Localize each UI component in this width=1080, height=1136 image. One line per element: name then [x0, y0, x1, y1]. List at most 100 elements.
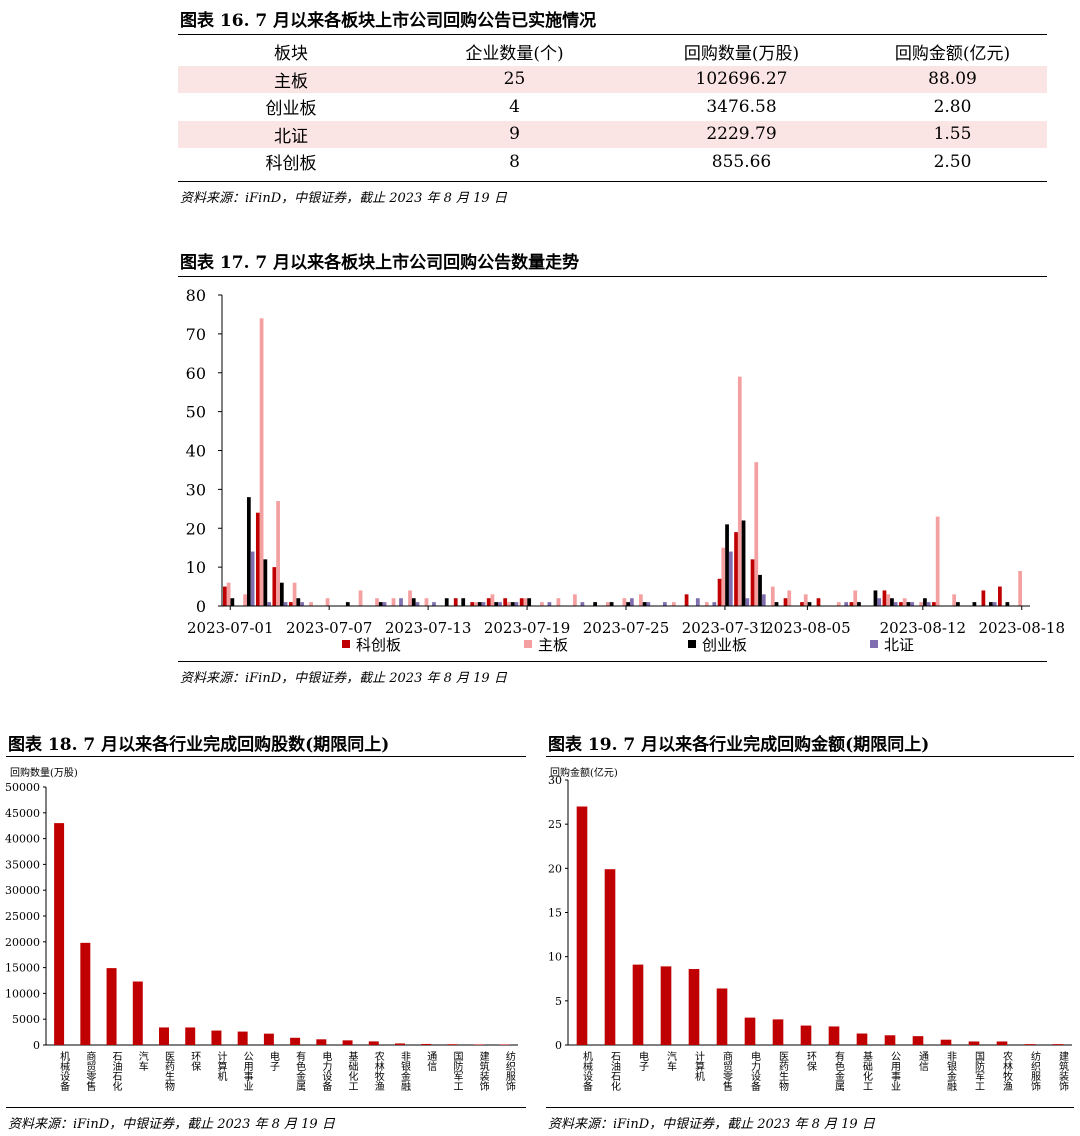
- bar-科创板: [899, 602, 903, 606]
- bar-主板: [721, 547, 726, 606]
- bar-创业板: [758, 574, 762, 606]
- bar-主板: [919, 602, 924, 606]
- y-tick-label: 5: [555, 995, 562, 1008]
- table16-header: 板块: [274, 44, 308, 65]
- bar-创业板: [873, 590, 878, 606]
- legend-label: 主板: [538, 636, 568, 654]
- bar-科创板: [783, 598, 788, 606]
- x-category-label: 有色金属: [833, 1050, 845, 1092]
- bar-主板: [952, 594, 957, 606]
- bar-创业板: [989, 602, 993, 606]
- y-tick-label: 15000: [5, 962, 40, 975]
- bar-北证: [712, 602, 717, 606]
- table16-bottom-rule: [178, 181, 1047, 182]
- y-tick-label: 50000: [5, 781, 40, 794]
- bar-主板: [754, 462, 759, 606]
- bar-主板: [935, 516, 940, 606]
- bar-创业板: [444, 598, 449, 606]
- bar: [106, 968, 117, 1045]
- bar-主板: [787, 590, 792, 606]
- y-tick-label: 10: [548, 951, 562, 964]
- fig18-bottom-rule: [6, 1107, 526, 1108]
- bar-主板: [358, 590, 363, 606]
- legend-label: 北证: [884, 636, 914, 654]
- y-tick-label: 35000: [5, 858, 40, 871]
- y-tick-label: 30: [548, 774, 562, 787]
- bar-北证: [300, 602, 304, 606]
- x-tick-label: 2023-07-07: [286, 619, 372, 637]
- table16-cell: 3476.58: [706, 96, 777, 117]
- table16-cell: 2.80: [933, 96, 972, 117]
- fig17-bottom-rule: [178, 661, 1047, 662]
- x-category-label: 计算机: [693, 1050, 705, 1082]
- bar: [80, 942, 91, 1045]
- bar-主板: [309, 602, 313, 606]
- y-tick-label: 15: [548, 907, 562, 920]
- fig19-title: 图表 19. 7 月以来各行业完成回购金额(期限同上): [548, 735, 930, 755]
- table-row: 创业板 4 3476.58 2.80: [178, 93, 1047, 121]
- bar-北证: [728, 551, 733, 606]
- x-category-label: 电子: [267, 1050, 279, 1071]
- bar-创业板: [527, 598, 532, 606]
- bar-北证: [745, 598, 750, 606]
- bar: [499, 1044, 510, 1045]
- bar: [688, 969, 700, 1045]
- bar-创业板: [956, 602, 960, 606]
- bar-创业板: [774, 602, 779, 606]
- bar-主板: [276, 501, 280, 606]
- table16-top-rule: [178, 34, 1047, 35]
- bar-创业板: [741, 520, 746, 606]
- table16-cell: 88.09: [858, 65, 1047, 93]
- bar-创业板: [609, 602, 614, 606]
- bar-主板: [226, 582, 231, 606]
- fig19-unit: 回购金额(亿元): [550, 768, 618, 779]
- bar: [996, 1041, 1008, 1045]
- bar: [772, 1019, 784, 1045]
- bar: [716, 988, 728, 1045]
- legend-label: 科创板: [356, 636, 401, 654]
- bar: [316, 1039, 327, 1045]
- bar-北证: [580, 602, 585, 606]
- table16-cell: 创业板: [265, 99, 317, 120]
- fig18-source: 资料来源：iFinD，中银证券，截止 2023 年 8 月 19 日: [8, 1117, 335, 1132]
- bar-创业板: [263, 559, 268, 606]
- bar-主板: [606, 602, 610, 606]
- table16-cell: 主板: [178, 65, 404, 93]
- bar-北证: [547, 602, 552, 606]
- bar-科创板: [981, 590, 986, 606]
- y-tick-label: 10: [186, 558, 206, 577]
- x-category-label: 建筑装饰: [1057, 1050, 1069, 1092]
- bar-创业板: [296, 598, 301, 606]
- y-tick-label: 40000: [5, 833, 40, 846]
- bar-创业板: [345, 602, 350, 606]
- table16-cell: 科创板: [265, 154, 317, 175]
- bar: [828, 1026, 840, 1045]
- x-tick-label: 2023-08-05: [764, 619, 850, 637]
- table-row: 主板 25 102696.27 88.09: [178, 65, 1047, 93]
- bar-科创板: [800, 602, 804, 606]
- bar-主板: [490, 594, 495, 606]
- x-tick-label: 2023-07-13: [385, 619, 471, 637]
- bar-主板: [391, 598, 396, 606]
- fig18-top-rule: [6, 756, 526, 757]
- bar-科创板: [717, 578, 722, 606]
- x-tick-label: 2023-07-25: [583, 619, 669, 637]
- fig18-unit: 回购数量(万股): [10, 768, 78, 779]
- y-tick-label: 10000: [5, 987, 40, 1000]
- bar-主板: [638, 594, 643, 606]
- x-category-label: 机械设备: [581, 1050, 593, 1092]
- x-tick-label: 2023-07-19: [484, 619, 570, 637]
- y-tick-label: 50: [186, 403, 206, 422]
- bar: [342, 1040, 353, 1045]
- x-category-label: 电力设备: [320, 1050, 332, 1092]
- bar: [211, 1030, 222, 1045]
- bar: [884, 1035, 896, 1045]
- bar-北证: [844, 602, 849, 606]
- x-category-label: 基础化工: [346, 1050, 358, 1091]
- table16-cell: 855.66: [711, 151, 772, 172]
- bar-科创板: [849, 602, 854, 606]
- y-tick-label: 30000: [5, 884, 40, 897]
- bar: [421, 1043, 432, 1045]
- bar-北证: [415, 602, 420, 606]
